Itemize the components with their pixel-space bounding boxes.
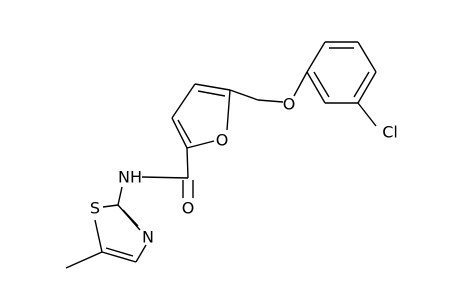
atom-label: O bbox=[283, 95, 296, 114]
atom-label: NH bbox=[118, 168, 142, 187]
atom-label: O bbox=[216, 131, 229, 150]
bonds bbox=[65, 41, 377, 269]
atom-label: S bbox=[90, 199, 100, 218]
atom-label: N bbox=[142, 228, 154, 247]
atom-label: Cl bbox=[382, 123, 398, 142]
atom-label: O bbox=[182, 199, 195, 218]
